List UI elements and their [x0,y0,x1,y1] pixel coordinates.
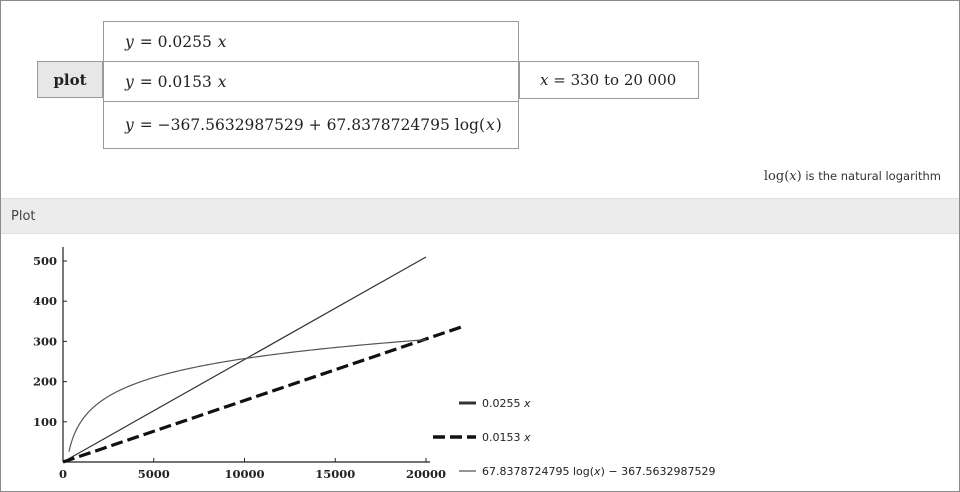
range-op: = [548,71,571,89]
equation-3-rhs: −367.5632987529 + 67.8378724795 log( [157,116,486,134]
x-tick-label: 0 [59,467,67,481]
note-text: is the natural logarithm [801,169,941,183]
legend-label-2: 0.0153 x [482,431,531,444]
range-field[interactable]: x = 330 to 20 000 [519,61,699,99]
equation-1-var: x [217,32,227,51]
chart-legend: 0.0255 x 0.0153 x 67.8378724795 log(x) − 3… [433,397,716,478]
y-tick-label: 100 [33,415,57,429]
natural-log-note: log(x) is the natural logarithm [764,169,941,184]
equation-1-lhs: y [125,32,134,51]
y-tick-label: 200 [33,375,57,389]
x-tick-label: 20000 [406,467,446,481]
series-line-3 [68,339,427,452]
range-to-word: to [599,71,624,89]
legend-label-1: 0.0255 x [482,397,531,410]
equation-field-2[interactable]: y = 0.0153 x [103,61,519,102]
plot-command-button[interactable]: plot [37,61,103,98]
equation-1-rhs: 0.0255 [157,32,212,51]
equation-2-op: = [134,72,158,91]
equation-3-op: = [134,116,158,134]
equation-1-op: = [134,32,158,51]
equation-3-var: x [486,116,495,134]
y-tick-label: 300 [33,334,57,348]
x-tick-label: 15000 [315,467,355,481]
chart-series [62,256,463,464]
pod-title: Plot [11,208,36,224]
legend-label-3: 67.8378724795 log(x) − 367.5632987529 [482,465,716,478]
equation-3-lhs: y [125,116,134,134]
range-to: 20 000 [623,71,677,89]
series-line-2 [62,325,463,464]
range-var: x [540,71,549,89]
x-tick-label: 10000 [224,467,264,481]
series-line-1 [62,256,427,463]
equation-3-tail: ) [495,116,502,134]
chart-axes: 0 5000 10000 15000 20000 100 200 300 400 500 [33,246,446,481]
equation-2-lhs: y [125,72,134,91]
x-tick-label: 5000 [138,467,170,481]
note-fn-var: x [789,169,797,184]
equation-field-1[interactable]: y = 0.0255 x [103,21,519,62]
note-fn-prefix: log( [763,169,790,184]
plot-pod-header: Plot [1,198,959,234]
equation-2-rhs: 0.0153 [157,72,212,91]
plot-chart: 0 5000 10000 15000 20000 100 200 300 400 500 0.02… [33,246,716,481]
range-from: 330 [570,71,600,89]
y-tick-label: 500 [33,254,57,268]
equation-field-3[interactable]: y = −367.5632987529 + 67.8378724795 log(… [103,101,519,149]
y-tick-label: 400 [33,294,57,308]
note-fn-suffix: ) [796,169,802,184]
equation-2-var: x [217,72,227,91]
